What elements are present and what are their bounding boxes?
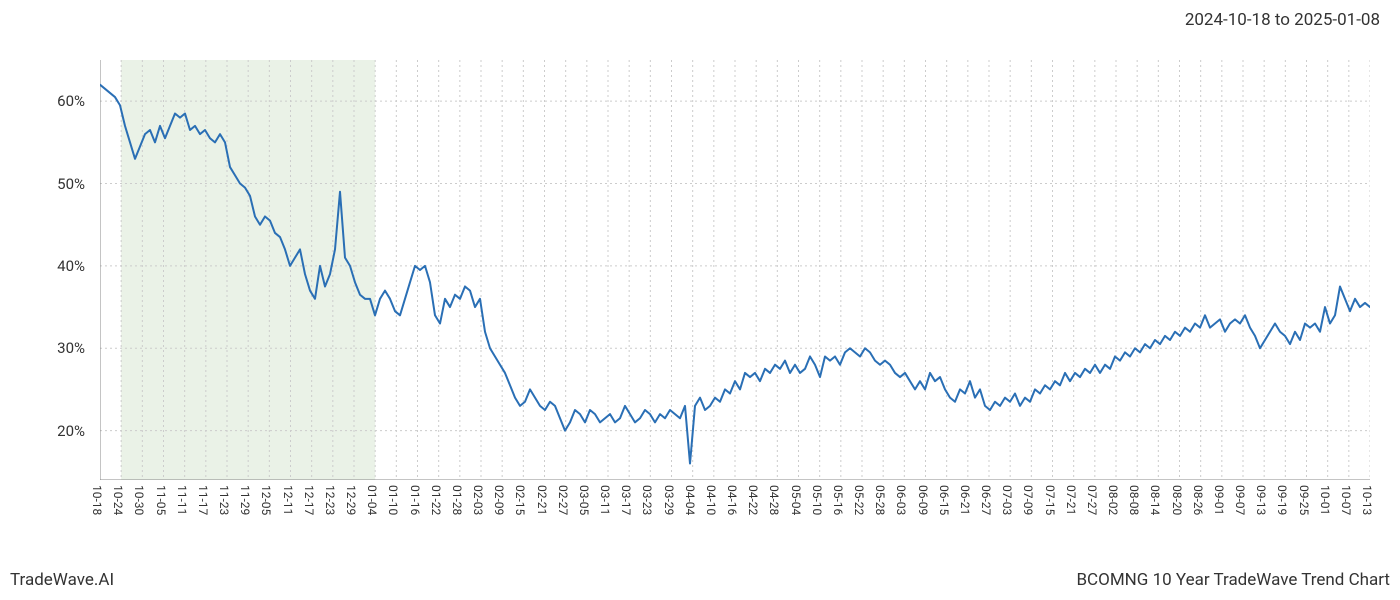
- x-tick-label: 09-01: [1212, 485, 1226, 515]
- line-chart-svg: [100, 60, 1370, 480]
- x-tick-label: 04-16: [725, 485, 739, 515]
- x-tick-label: 12-05: [259, 485, 273, 515]
- x-tick-label: 05-28: [873, 485, 887, 515]
- x-tick-label: 04-04: [683, 485, 697, 515]
- x-tick-label: 10-13: [1360, 485, 1374, 515]
- x-tick-label: 10-07: [1339, 485, 1353, 515]
- x-tick-label: 04-22: [746, 485, 760, 515]
- x-tick-label: 05-10: [810, 485, 824, 515]
- x-tick-label: 02-15: [513, 485, 527, 515]
- x-tick-label: 10-24: [111, 485, 125, 515]
- y-tick-label: 50%: [57, 175, 85, 193]
- date-range-text: 2024-10-18 to 2025-01-08: [1185, 10, 1380, 30]
- x-tick-label: 07-15: [1043, 485, 1057, 515]
- x-tick-label: 01-16: [408, 485, 422, 515]
- y-tick-label: 40%: [57, 257, 85, 275]
- footer-title: BCOMNG 10 Year TradeWave Trend Chart: [1076, 570, 1390, 590]
- x-tick-label: 11-17: [196, 485, 210, 515]
- x-tick-label: 10-18: [90, 485, 104, 515]
- x-tick-label: 07-27: [1085, 485, 1099, 515]
- x-tick-label: 07-03: [1000, 485, 1014, 515]
- chart-area: [100, 60, 1370, 480]
- x-tick-label: 11-11: [175, 485, 189, 515]
- x-tick-label: 08-02: [1106, 485, 1120, 515]
- x-tick-label: 01-22: [429, 485, 443, 515]
- x-tick-label: 03-05: [577, 485, 591, 515]
- x-tick-label: 10-01: [1318, 485, 1332, 515]
- x-tick-label: 09-07: [1233, 485, 1247, 515]
- x-tick-label: 09-13: [1254, 485, 1268, 515]
- x-tick-label: 06-27: [979, 485, 993, 515]
- y-tick-label: 20%: [57, 422, 85, 440]
- x-tick-label: 06-15: [937, 485, 951, 515]
- x-tick-label: 01-10: [386, 485, 400, 515]
- y-axis-labels: 20% 30% 40% 50% 60%: [0, 60, 95, 480]
- x-tick-label: 08-20: [1170, 485, 1184, 515]
- x-tick-label: 05-22: [852, 485, 866, 515]
- x-tick-label: 02-27: [556, 485, 570, 515]
- x-tick-label: 03-11: [598, 485, 612, 515]
- x-tick-label: 10-30: [132, 485, 146, 515]
- x-tick-label: 03-17: [619, 485, 633, 515]
- x-axis-labels: 10-1810-2410-3011-0511-1111-1711-2311-29…: [100, 485, 1370, 565]
- x-tick-label: 04-28: [767, 485, 781, 515]
- x-tick-label: 06-03: [894, 485, 908, 515]
- x-tick-label: 11-05: [154, 485, 168, 515]
- x-tick-label: 02-21: [535, 485, 549, 515]
- x-tick-label: 08-26: [1191, 485, 1205, 515]
- y-tick-label: 30%: [57, 339, 85, 357]
- x-tick-label: 03-23: [640, 485, 654, 515]
- x-tick-label: 11-23: [217, 485, 231, 515]
- x-tick-label: 09-25: [1297, 485, 1311, 515]
- x-tick-label: 02-09: [492, 485, 506, 515]
- x-tick-label: 08-08: [1127, 485, 1141, 515]
- x-tick-label: 06-21: [958, 485, 972, 515]
- x-tick-label: 07-21: [1064, 485, 1078, 515]
- x-tick-label: 08-14: [1148, 485, 1162, 515]
- x-tick-label: 12-23: [323, 485, 337, 515]
- footer-brand: TradeWave.AI: [10, 570, 114, 590]
- x-tick-label: 09-19: [1275, 485, 1289, 515]
- x-tick-label: 03-29: [662, 485, 676, 515]
- x-tick-label: 11-29: [238, 485, 252, 515]
- x-tick-label: 05-16: [831, 485, 845, 515]
- x-tick-label: 12-17: [302, 485, 316, 515]
- x-tick-label: 07-09: [1021, 485, 1035, 515]
- x-tick-label: 01-28: [450, 485, 464, 515]
- x-tick-label: 12-11: [281, 485, 295, 515]
- y-tick-label: 60%: [57, 92, 85, 110]
- x-tick-label: 02-03: [471, 485, 485, 515]
- x-tick-label: 06-09: [916, 485, 930, 515]
- x-tick-label: 04-10: [704, 485, 718, 515]
- x-tick-label: 12-29: [344, 485, 358, 515]
- x-tick-label: 05-04: [789, 485, 803, 515]
- x-tick-label: 01-04: [365, 485, 379, 515]
